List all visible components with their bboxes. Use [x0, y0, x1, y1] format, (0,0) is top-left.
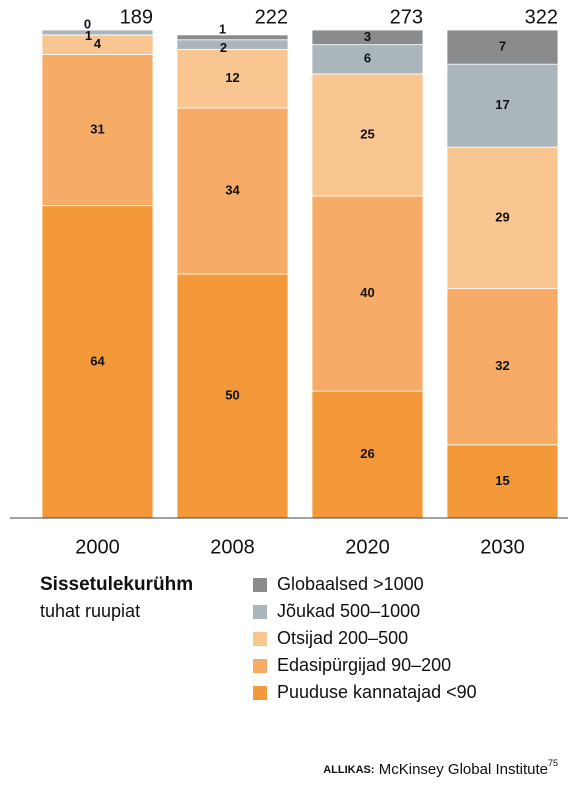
legend-swatch [253, 686, 267, 700]
legend-swatch [253, 578, 267, 592]
data-label: 32 [495, 358, 509, 373]
source-text: McKinsey Global Institute [379, 761, 548, 778]
bar-segment [41, 205, 154, 519]
legend-swatch [253, 659, 267, 673]
total-label: 322 [525, 6, 558, 28]
legend-title: Sissetulekurühm [40, 574, 193, 595]
x-tick-label: 2000 [75, 536, 120, 558]
legend-label: Otsijad 200–500 [277, 628, 408, 648]
x-tick-label: 2008 [210, 536, 255, 558]
bar-segment [311, 29, 424, 46]
bar-segment [176, 273, 289, 519]
bar-segment [311, 195, 424, 392]
data-label: 0 [84, 16, 91, 31]
bar-segment [446, 146, 559, 290]
data-label: 25 [360, 126, 374, 141]
data-label: 29 [495, 209, 509, 224]
bar-segment [176, 107, 289, 275]
total-label: 222 [255, 6, 288, 28]
data-label: 50 [225, 387, 239, 402]
data-label: 12 [225, 70, 239, 85]
data-label: 7 [499, 39, 506, 54]
source: ALLIKAS: McKinsey Global Institute75 [323, 758, 558, 778]
data-label: 40 [360, 285, 374, 300]
x-tick-label: 2030 [480, 536, 525, 558]
bar-segment [311, 44, 424, 75]
bar-segment [41, 54, 154, 207]
bar-segment [446, 444, 559, 519]
bar-segment [41, 29, 154, 36]
legend-label: Globaalsed >1000 [277, 574, 424, 594]
legend-label: Edasipürgijad 90–200 [277, 655, 451, 675]
bar-segment [446, 29, 559, 65]
data-label: 1 [219, 21, 226, 36]
bar-segment [446, 288, 559, 446]
legend-swatch [253, 632, 267, 646]
data-label: 64 [90, 353, 105, 368]
data-label: 1 [85, 28, 92, 43]
data-label: 31 [90, 121, 104, 136]
data-label: 4 [94, 36, 102, 51]
source-label: ALLIKAS: [323, 764, 374, 776]
data-label: 3 [364, 29, 371, 44]
bar-segment [176, 34, 289, 41]
data-label: 26 [360, 446, 374, 461]
x-tick-label: 2020 [345, 536, 390, 558]
data-label: 34 [225, 182, 240, 197]
source-note: 75 [548, 758, 558, 768]
data-label: 17 [495, 97, 509, 112]
data-label: 15 [495, 473, 509, 488]
total-label: 273 [390, 6, 423, 28]
bar-segment [446, 63, 559, 148]
data-label: 2 [220, 40, 227, 55]
legend-subtitle: tuhat ruupiat [40, 601, 140, 621]
legend-label: Jõukad 500–1000 [277, 601, 420, 621]
legend-swatch [253, 605, 267, 619]
data-label: 6 [364, 51, 371, 66]
legend-label: Puuduse kannatajad <90 [277, 682, 477, 702]
total-label: 189 [120, 6, 153, 28]
bar-segment [311, 73, 424, 197]
bar-segment [176, 39, 289, 50]
